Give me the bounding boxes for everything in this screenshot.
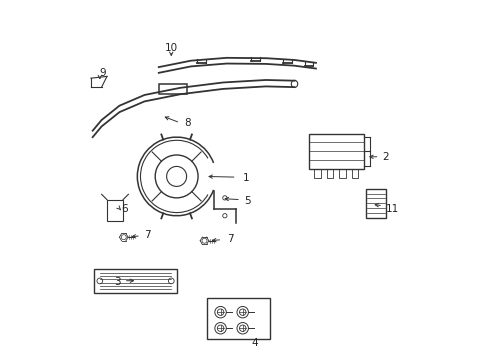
Text: 10: 10 <box>164 43 178 53</box>
Text: 8: 8 <box>183 118 190 128</box>
Text: 2: 2 <box>381 152 388 162</box>
Bar <box>159 84 187 94</box>
Text: 9: 9 <box>100 68 106 78</box>
Text: 6: 6 <box>121 203 128 213</box>
Bar <box>107 200 123 221</box>
Text: 11: 11 <box>385 203 398 213</box>
Bar <box>308 134 364 169</box>
Bar <box>94 269 176 293</box>
Text: 1: 1 <box>242 173 249 183</box>
Text: 7: 7 <box>226 234 233 244</box>
Text: 3: 3 <box>114 277 121 287</box>
Bar <box>206 298 269 339</box>
Bar <box>326 168 332 178</box>
Text: 7: 7 <box>144 230 151 240</box>
Bar <box>313 168 320 178</box>
Text: 5: 5 <box>244 197 251 206</box>
Bar <box>365 189 385 217</box>
Text: 4: 4 <box>251 338 258 347</box>
Bar <box>339 168 345 178</box>
Bar <box>351 168 357 178</box>
